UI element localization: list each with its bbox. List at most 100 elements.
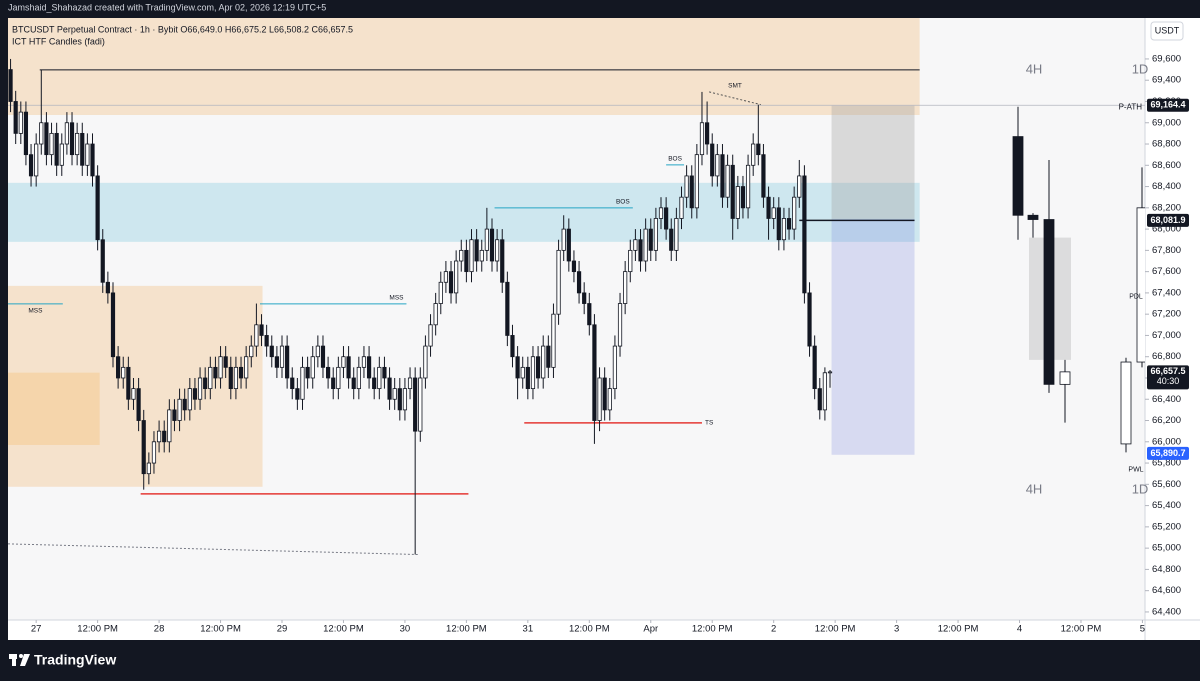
candle-body [305,366,310,379]
candle-body [254,324,259,347]
price-badge-sub: 40:30 [1157,376,1180,386]
y-tick-label: 65,400 [1152,500,1181,511]
candle-body [49,132,54,156]
zone [831,218,915,455]
candle-body [13,101,18,134]
candle-body [827,371,833,374]
candle-body [464,249,469,273]
candle-body [658,207,664,219]
y-tick-label: 68,200 [1152,202,1181,213]
y-tick-label: 69,400 [1152,75,1181,86]
candle-body [505,281,510,336]
zone [8,18,920,115]
candle-body [602,377,607,411]
candle-body [238,366,244,379]
zone [8,372,100,445]
time-axis [8,620,1145,640]
candle-body [561,228,566,251]
candle-body [95,175,100,241]
candle-body [356,366,361,390]
candle-body [141,420,146,475]
line-label: SMT [728,83,742,90]
levels [8,69,1145,556]
candles [8,58,1145,555]
candle-body [121,366,126,379]
candle-body [285,345,290,379]
candle-body [269,345,274,358]
y-tick-label: 69,000 [1152,117,1181,128]
candle-body [459,249,464,262]
candle-body [617,303,623,347]
candle-body [479,249,484,262]
y-tick-label: 66,800 [1152,351,1181,362]
candle-body [699,122,705,156]
candle-body [664,207,669,230]
price-badge [1147,446,1189,460]
candle-body [326,366,331,379]
candle-body [187,388,192,411]
candle-body [116,356,121,379]
candle-body [812,345,817,390]
price-axis [1145,18,1200,640]
candle-body [177,398,182,421]
candle-body [1027,214,1039,220]
candle-body [34,143,39,177]
candle-body [643,228,648,262]
candle-body [1120,361,1132,445]
candle-body [443,271,448,283]
y-tick-label: 65,200 [1152,521,1181,532]
candle-body [515,356,520,379]
currency[interactable]: USDT [1155,25,1180,35]
candle-body [423,345,428,379]
candle-body [484,228,489,251]
candle-body [571,260,577,273]
candle-body [136,388,141,421]
y-tick-label: 67,200 [1152,309,1181,320]
candle-body [1043,219,1055,385]
candle-body [110,292,116,358]
candle-body [628,249,633,273]
candle-body [64,122,69,145]
price-badge-label: 66,657.5 [1150,366,1185,376]
candle-body [361,356,367,368]
candle-body [433,303,438,326]
y-tick-label: 68,800 [1152,139,1181,150]
currency-box[interactable] [1150,21,1184,41]
x-tick-label: 12:00 PM [323,624,364,635]
candle-body [8,69,13,102]
candle-body [587,303,592,326]
y-tick-label: 67,400 [1152,287,1181,298]
candle-body [244,356,249,379]
candle-body [295,388,300,400]
candle-body [546,345,551,368]
candle-body [807,292,812,347]
candle-body [781,218,787,241]
candle-body [669,228,674,251]
candle-body [684,175,689,198]
candle-body [39,122,44,145]
candle-body [208,366,213,390]
x-tick-label: 4 [1017,624,1022,635]
candle-body [786,218,792,230]
candle-body [730,164,735,219]
line-label: MSS [389,295,404,302]
candle-body [203,377,208,390]
candle-body [279,345,285,368]
candle-body [802,175,807,294]
candle-body [745,164,751,209]
price-tag: P-ATH [1119,102,1143,111]
price-badge-label: 68,081.9 [1150,215,1185,225]
candle-body [1012,136,1024,216]
candle-body [474,239,479,262]
candle-body [290,377,295,390]
candle-body [218,356,223,379]
y-tick-label: 65,600 [1152,479,1181,490]
x-tick-label: 29 [277,624,288,635]
x-tick-label: 12:00 PM [446,624,487,635]
candle-body [156,430,162,443]
candle-body [576,271,582,294]
candle-body [162,430,167,443]
x-tick-label: 3 [894,624,899,635]
x-tick-label: 12:00 PM [77,624,118,635]
